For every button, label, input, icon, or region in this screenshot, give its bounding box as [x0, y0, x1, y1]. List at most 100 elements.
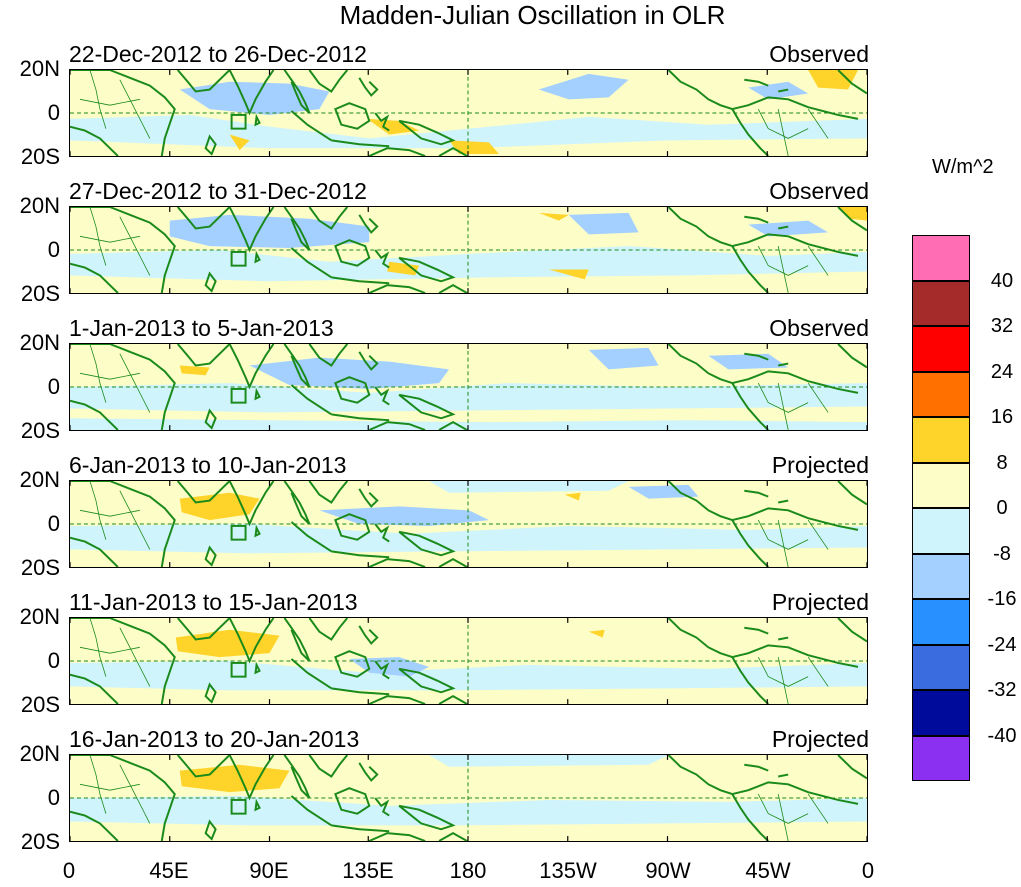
olr-map-panel [69, 69, 868, 157]
country-border [757, 656, 809, 687]
latitude-label: 20N [19, 193, 60, 218]
coastline [731, 245, 769, 293]
coastline [308, 344, 349, 367]
coastline [778, 362, 789, 367]
coastline [667, 344, 733, 385]
coastline [283, 207, 311, 251]
coastline [308, 618, 349, 641]
country-border [89, 755, 107, 814]
coastline [374, 112, 390, 132]
olr-anomaly-region [548, 269, 589, 280]
coastline [374, 523, 390, 543]
latitude-label: 20N [19, 604, 60, 629]
coastline [358, 214, 379, 234]
coastline [204, 682, 217, 704]
coastline [331, 687, 390, 696]
country-border [79, 783, 140, 791]
colorbar-swatch [912, 508, 970, 554]
coastline [70, 70, 176, 156]
coastline [358, 488, 379, 508]
country-border [757, 382, 809, 413]
coastline [290, 110, 332, 142]
olr-anomaly-region [748, 220, 829, 237]
olr-anomaly-region [708, 353, 789, 370]
country-border [777, 246, 789, 293]
coastline [398, 393, 456, 420]
coastline [731, 519, 769, 567]
coastline [368, 421, 426, 430]
coastline [283, 70, 311, 114]
coastline [732, 233, 859, 257]
coastline [70, 262, 119, 293]
index-box [230, 113, 247, 130]
coastline [374, 249, 390, 269]
longitude-label: 90W [645, 858, 691, 883]
colorbar-swatch [912, 280, 970, 326]
olr-anomaly-region [429, 481, 629, 493]
coastline [70, 618, 176, 704]
coastline [70, 399, 119, 430]
coastline [744, 763, 769, 772]
index-box [230, 661, 247, 678]
coastline [438, 832, 468, 841]
colorbar-label: -8 [993, 542, 1011, 565]
country-border [757, 519, 809, 550]
panel-date-range: 1-Jan-2013 to 5-Jan-2013 [69, 315, 334, 341]
latitude-label: 20N [19, 330, 60, 355]
panel-status-label: Observed [769, 41, 869, 67]
olr-anomaly-map [69, 69, 868, 157]
country-border [807, 519, 829, 550]
panel-date-range: 22-Dec-2012 to 26-Dec-2012 [69, 41, 367, 67]
coastline [744, 489, 769, 498]
olr-anomaly-map [69, 480, 868, 568]
coastline [837, 618, 867, 643]
coastline [837, 481, 867, 506]
latitude-label: 0 [47, 648, 60, 673]
olr-anomaly-region [538, 73, 629, 100]
latitude-label: 0 [47, 511, 60, 536]
latitude-label: 20N [19, 741, 60, 766]
coastline [308, 207, 349, 230]
latitude-label: 20S [20, 555, 60, 580]
coastline [358, 351, 379, 371]
coastline [438, 421, 468, 430]
coastline [334, 787, 371, 815]
longitude-label: 135E [342, 858, 394, 883]
country-border [79, 235, 140, 243]
coastline [228, 618, 275, 664]
olr-anomaly-map [69, 754, 868, 842]
coastline [732, 644, 859, 668]
coastline [837, 755, 867, 780]
coastline [204, 545, 217, 567]
olr-anomaly-region [387, 261, 420, 276]
colorbar-label: -24 [987, 633, 1017, 656]
country-border [777, 657, 789, 704]
colorbar-label: 8 [996, 451, 1008, 474]
coastline [254, 250, 261, 264]
olr-anomaly-region [367, 118, 420, 135]
coastline [70, 207, 176, 293]
country-border [807, 108, 829, 139]
coastline [228, 207, 275, 253]
latitude-label: 0 [47, 785, 60, 810]
coastline [331, 413, 390, 422]
panel-status-label: Observed [769, 315, 869, 341]
coastline [254, 524, 261, 538]
colorbar-swatch [912, 735, 970, 781]
coastline [438, 558, 468, 567]
coastline [334, 102, 371, 130]
longitude-label: 180 [449, 858, 487, 883]
olr-anomaly-map [69, 617, 868, 705]
coastline [368, 832, 426, 841]
coastline [334, 513, 371, 541]
longitude-label: 45E [149, 858, 189, 883]
coastline [358, 762, 379, 782]
country-border [79, 372, 140, 380]
coastline [778, 88, 789, 93]
olr-map-panel [69, 206, 868, 294]
longitude-label: 0 [62, 858, 76, 883]
panel-status-label: Projected [771, 589, 869, 615]
latitude-label: 0 [47, 100, 60, 125]
country-border [777, 794, 789, 841]
olr-anomaly-region [70, 114, 867, 149]
